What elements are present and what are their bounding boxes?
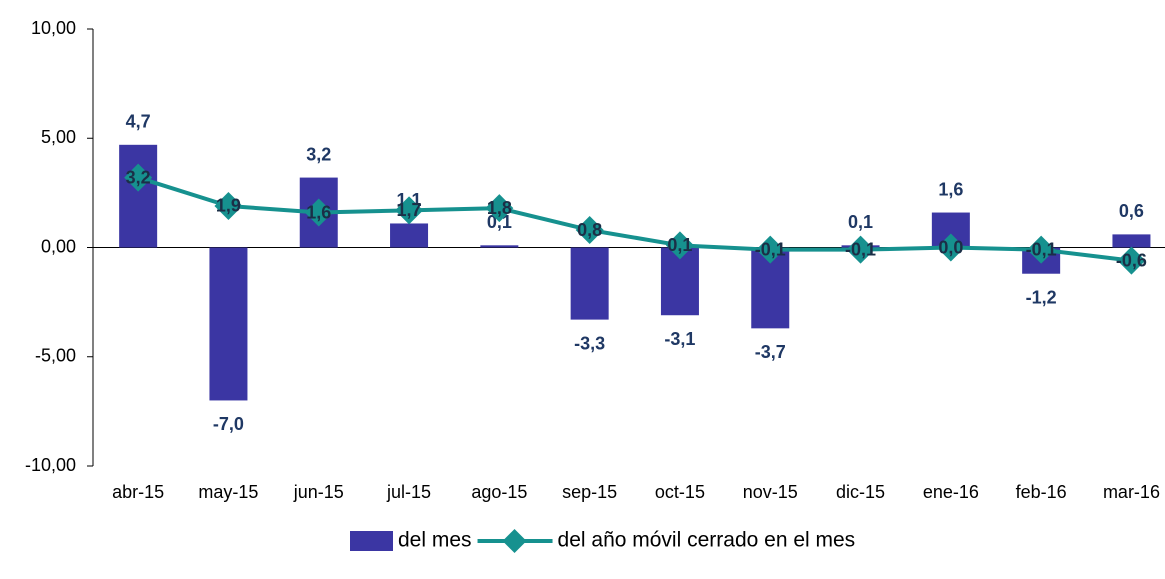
x-tick-label: feb-16 bbox=[1016, 482, 1067, 502]
line-value-label: 1,8 bbox=[487, 198, 512, 218]
y-tick-label: 0,00 bbox=[41, 236, 76, 256]
legend-label: del mes bbox=[398, 529, 472, 552]
y-tick-label: 5,00 bbox=[41, 127, 76, 147]
line-marker bbox=[575, 216, 604, 245]
bar bbox=[209, 247, 248, 401]
line-marker bbox=[1117, 246, 1146, 275]
line-value-label: 1,6 bbox=[306, 202, 331, 222]
line-value-label: 3,2 bbox=[126, 167, 151, 187]
bar-value-label: -3,1 bbox=[664, 329, 695, 349]
x-tick-label: jul-15 bbox=[386, 482, 431, 502]
bar-value-label: -3,3 bbox=[574, 333, 605, 353]
x-tick-label: ago-15 bbox=[471, 482, 527, 502]
line-value-label: 1,7 bbox=[397, 200, 422, 220]
line-value-label: -0,1 bbox=[755, 239, 786, 259]
legend-marker bbox=[502, 529, 527, 553]
x-tick-label: sep-15 bbox=[562, 482, 617, 502]
x-tick-label: ene-16 bbox=[923, 482, 979, 502]
line-value-label: -0,1 bbox=[845, 239, 876, 259]
bar-value-label: 0,6 bbox=[1119, 201, 1144, 221]
x-tick-label: jun-15 bbox=[293, 482, 344, 502]
bar-value-label: 1,6 bbox=[938, 179, 963, 199]
line-value-label: 1,9 bbox=[216, 196, 241, 216]
bar-value-label: -1,2 bbox=[1026, 287, 1057, 307]
line-marker bbox=[936, 233, 965, 262]
bar bbox=[390, 223, 429, 248]
bar-value-label: 0,1 bbox=[848, 212, 873, 232]
line-marker bbox=[304, 198, 333, 227]
x-tick-label: oct-15 bbox=[655, 482, 705, 502]
y-tick-label: 10,00 bbox=[31, 18, 76, 38]
bar bbox=[570, 247, 609, 320]
x-tick-label: mar-16 bbox=[1103, 482, 1160, 502]
x-tick-label: nov-15 bbox=[743, 482, 798, 502]
line-marker bbox=[395, 196, 424, 225]
legend-swatch bbox=[350, 531, 393, 551]
line-marker bbox=[1027, 235, 1056, 264]
legend-label: del año móvil cerrado en el mes bbox=[558, 529, 856, 552]
bar bbox=[480, 245, 519, 248]
line-marker bbox=[124, 163, 153, 192]
x-tick-label: may-15 bbox=[198, 482, 258, 502]
line-marker bbox=[485, 194, 514, 223]
bar-value-label: 4,7 bbox=[126, 112, 151, 132]
bar-value-label: -7,0 bbox=[213, 414, 244, 434]
line-value-label: -0,6 bbox=[1116, 250, 1147, 270]
y-tick-label: -10,00 bbox=[25, 455, 76, 475]
line bbox=[137, 175, 1132, 263]
bar-value-label: 3,2 bbox=[306, 144, 331, 164]
bar bbox=[119, 144, 158, 248]
bar bbox=[1112, 234, 1151, 248]
bar-value-label: -3,7 bbox=[755, 342, 786, 362]
y-tick-label: -5,00 bbox=[35, 346, 76, 366]
line-marker bbox=[846, 235, 875, 264]
line-value-label: 0,8 bbox=[577, 220, 602, 240]
line-value-label: 0,0 bbox=[938, 237, 963, 257]
x-tick-label: abr-15 bbox=[112, 482, 164, 502]
x-tick-label: dic-15 bbox=[836, 482, 885, 502]
line-marker bbox=[756, 235, 785, 264]
line-value-label: 0,1 bbox=[667, 235, 692, 255]
line-marker bbox=[214, 191, 243, 220]
line-marker bbox=[665, 231, 694, 260]
line-value-label: -0,1 bbox=[1026, 239, 1057, 259]
